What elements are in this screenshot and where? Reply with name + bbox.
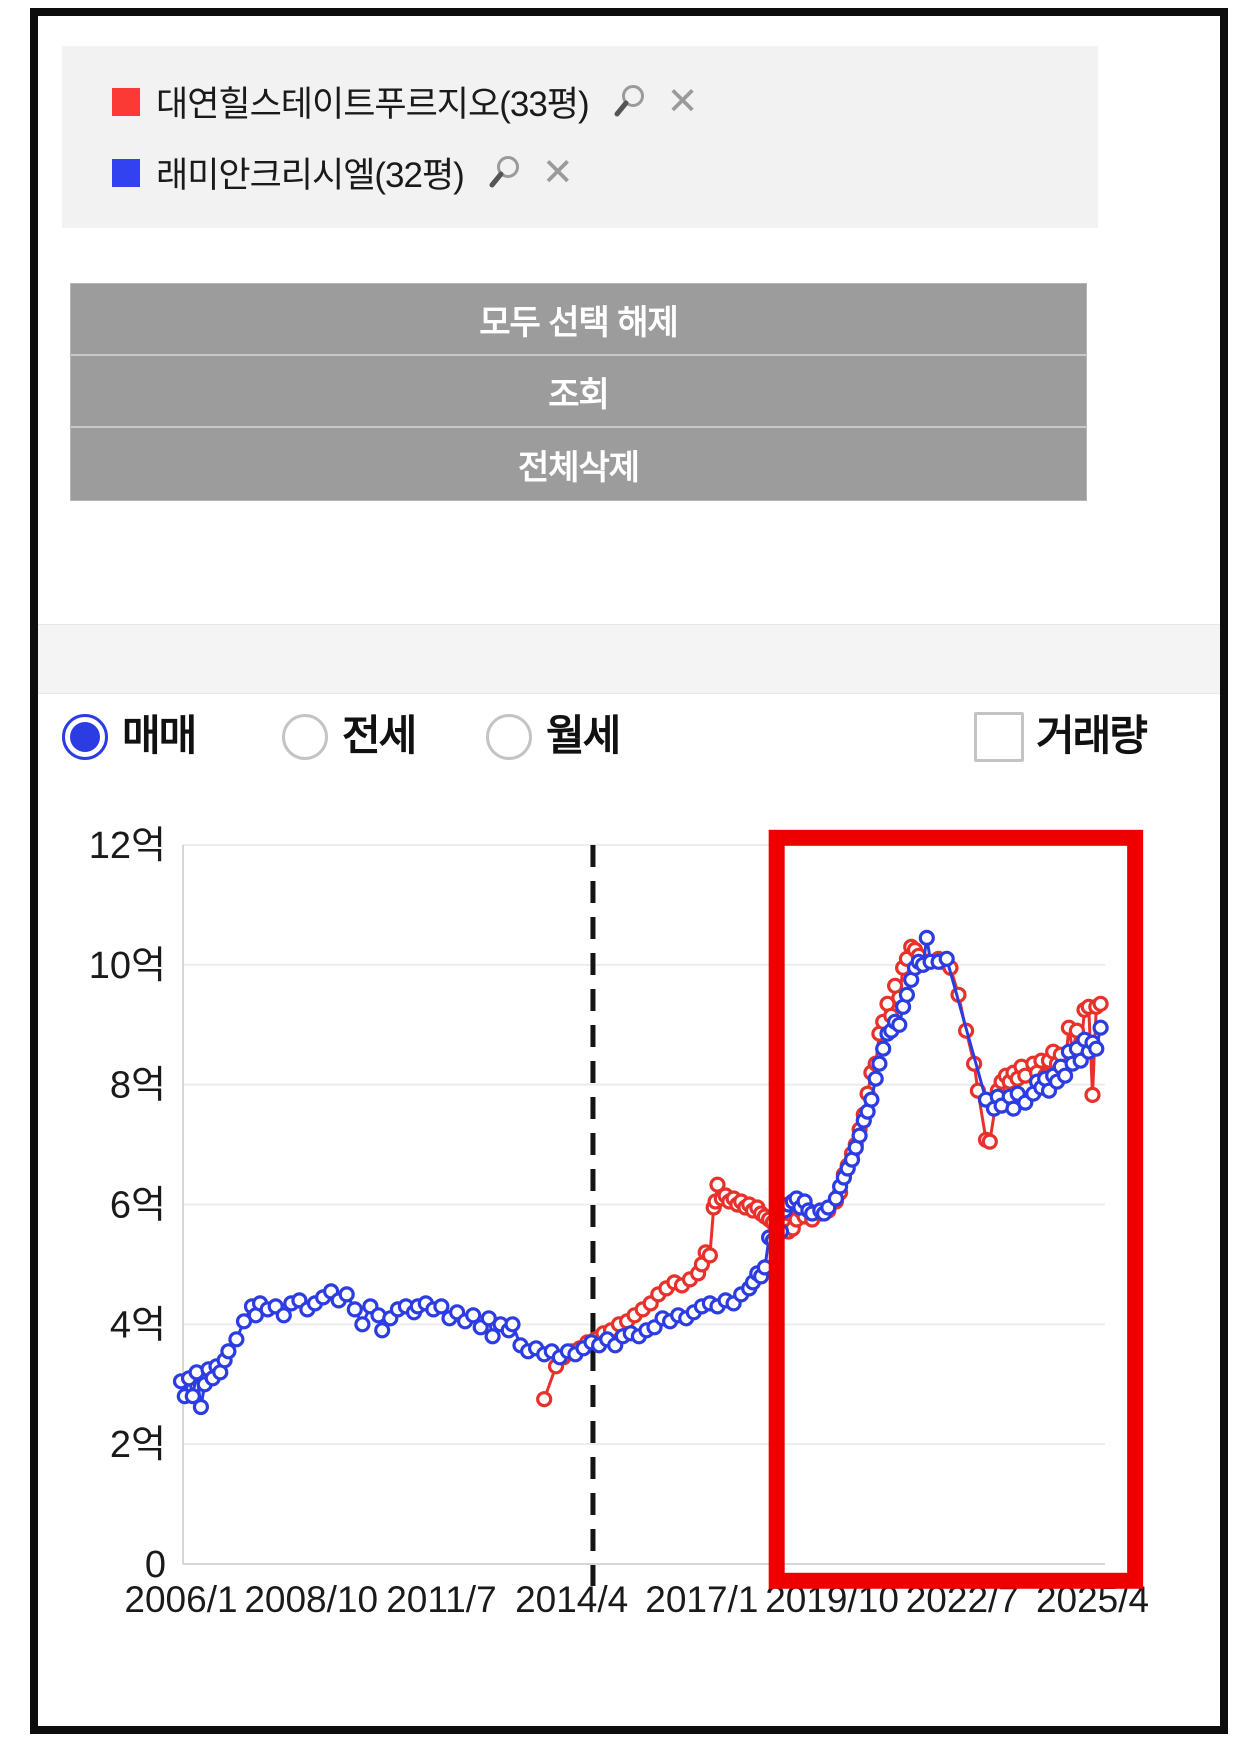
action-button-stack: 모두 선택 해제 조회 전체삭제	[70, 283, 1087, 501]
legend-item-apartment-2: 래미안크리시엘(32평) ✕	[112, 147, 1098, 198]
volume-checkbox-label[interactable]: 거래량	[1036, 712, 1148, 759]
apartment-name-label: 래미안크리시엘(32평)	[156, 156, 465, 195]
series-color-swatch-red	[112, 87, 140, 116]
legend-item-apartment-1: 대연힐스테이트푸르지오(33평) ✕	[112, 76, 1098, 127]
page-frame	[30, 8, 1228, 1734]
apartment-name-label: 대연힐스테이트푸르지오(33평)	[156, 85, 590, 124]
radio-wolse-label[interactable]: 월세	[546, 712, 621, 759]
radio-maemae[interactable]	[62, 714, 108, 760]
series-color-swatch-blue	[112, 158, 140, 187]
magnifier-icon[interactable]	[609, 82, 649, 122]
delete-all-button[interactable]: 전체삭제	[71, 428, 1086, 500]
deselect-all-button[interactable]: 모두 선택 해제	[71, 284, 1086, 356]
radio-jeonse[interactable]	[282, 714, 328, 760]
close-icon[interactable]: ✕	[666, 80, 699, 123]
radio-wolse[interactable]	[486, 714, 532, 760]
volume-checkbox[interactable]	[974, 712, 1024, 762]
section-divider-strip	[38, 624, 1220, 694]
radio-jeonse-label[interactable]: 전세	[342, 712, 417, 759]
radio-maemae-label[interactable]: 매매	[122, 712, 197, 759]
selected-complexes-panel: 대연힐스테이트푸르지오(33평) ✕ 래미안크리시엘(32평) ✕	[62, 46, 1098, 228]
radio-selected-dot	[70, 722, 100, 752]
magnifier-icon[interactable]	[484, 153, 524, 193]
close-icon[interactable]: ✕	[541, 151, 574, 194]
query-button[interactable]: 조회	[71, 356, 1086, 428]
